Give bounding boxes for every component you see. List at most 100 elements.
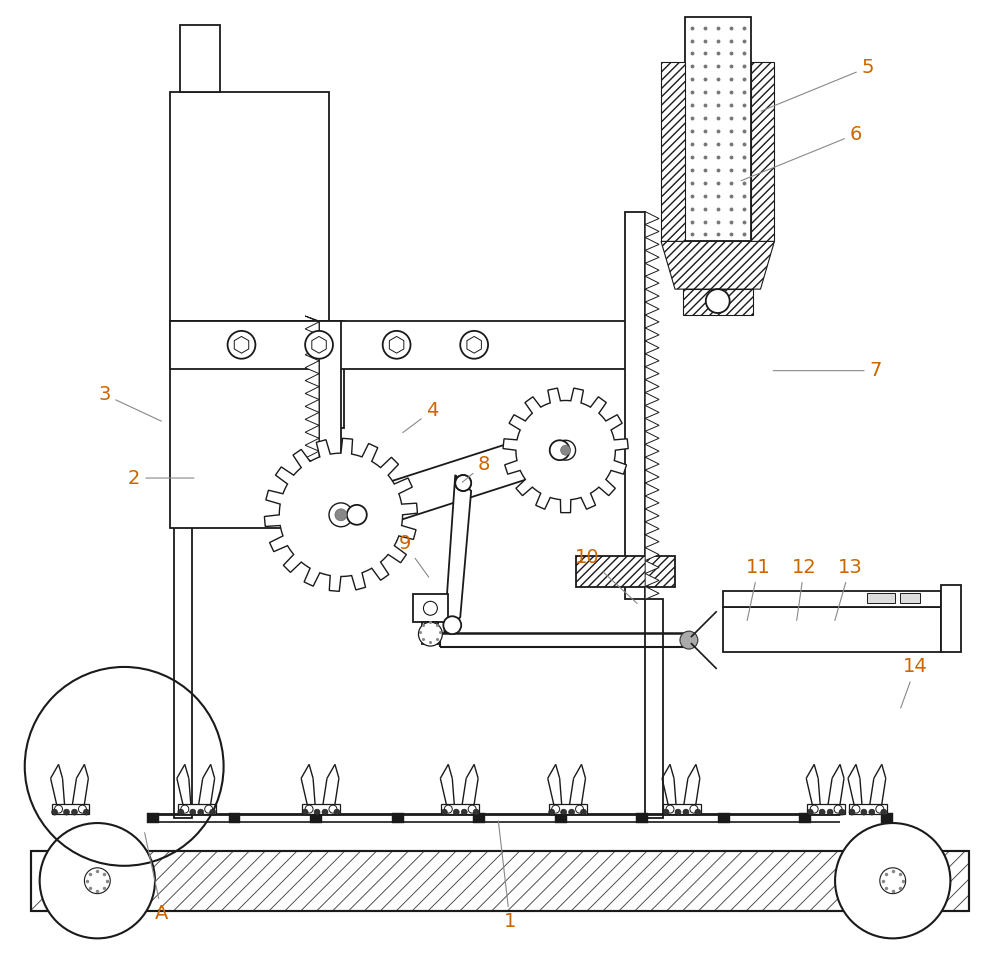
Bar bbox=[555, 813, 567, 823]
Circle shape bbox=[55, 805, 63, 813]
Bar bbox=[147, 813, 159, 823]
Bar bbox=[576, 556, 675, 588]
Polygon shape bbox=[645, 560, 659, 573]
Bar bbox=[900, 593, 920, 603]
Bar bbox=[170, 92, 329, 321]
Circle shape bbox=[852, 805, 860, 813]
Polygon shape bbox=[645, 289, 659, 302]
Text: 6: 6 bbox=[741, 125, 862, 181]
Circle shape bbox=[190, 809, 196, 815]
Text: 2: 2 bbox=[128, 469, 194, 488]
Polygon shape bbox=[645, 341, 659, 353]
Circle shape bbox=[869, 809, 875, 815]
Polygon shape bbox=[305, 439, 319, 451]
Circle shape bbox=[455, 475, 471, 491]
Text: A: A bbox=[145, 832, 169, 923]
Bar bbox=[685, 16, 751, 241]
Bar bbox=[473, 813, 485, 823]
Polygon shape bbox=[645, 432, 659, 444]
Polygon shape bbox=[645, 483, 659, 496]
Circle shape bbox=[181, 805, 189, 813]
Circle shape bbox=[835, 823, 950, 938]
Polygon shape bbox=[645, 573, 659, 587]
Polygon shape bbox=[305, 529, 319, 542]
Bar bbox=[422, 622, 438, 644]
Bar bbox=[170, 321, 627, 369]
Polygon shape bbox=[305, 412, 319, 425]
Circle shape bbox=[675, 809, 681, 815]
Polygon shape bbox=[305, 503, 319, 516]
Circle shape bbox=[347, 505, 367, 525]
Circle shape bbox=[706, 289, 730, 313]
Polygon shape bbox=[389, 337, 404, 353]
Circle shape bbox=[561, 445, 571, 455]
Text: 4: 4 bbox=[403, 401, 439, 433]
Polygon shape bbox=[645, 212, 659, 225]
Circle shape bbox=[302, 809, 308, 815]
Circle shape bbox=[455, 475, 471, 491]
Polygon shape bbox=[645, 328, 659, 341]
Text: 7: 7 bbox=[773, 361, 882, 380]
Circle shape bbox=[880, 867, 906, 893]
Polygon shape bbox=[305, 348, 319, 361]
Polygon shape bbox=[645, 457, 659, 470]
Circle shape bbox=[423, 601, 437, 616]
Polygon shape bbox=[645, 367, 659, 379]
Polygon shape bbox=[305, 374, 319, 386]
Polygon shape bbox=[234, 337, 249, 353]
Polygon shape bbox=[645, 251, 659, 263]
Circle shape bbox=[322, 809, 328, 815]
Polygon shape bbox=[305, 516, 319, 529]
Bar bbox=[625, 212, 645, 599]
Bar bbox=[180, 24, 220, 92]
Polygon shape bbox=[305, 400, 319, 412]
Circle shape bbox=[40, 823, 155, 938]
Circle shape bbox=[205, 805, 213, 813]
Polygon shape bbox=[355, 428, 562, 532]
Polygon shape bbox=[305, 322, 319, 335]
Circle shape bbox=[198, 809, 204, 815]
Bar bbox=[867, 593, 895, 603]
Polygon shape bbox=[645, 406, 659, 418]
Polygon shape bbox=[645, 444, 659, 457]
Polygon shape bbox=[645, 276, 659, 289]
Circle shape bbox=[83, 809, 89, 815]
Circle shape bbox=[305, 331, 333, 359]
Polygon shape bbox=[305, 316, 319, 322]
Polygon shape bbox=[645, 263, 659, 276]
Circle shape bbox=[552, 805, 560, 813]
Polygon shape bbox=[312, 337, 326, 353]
Polygon shape bbox=[503, 388, 628, 513]
Circle shape bbox=[695, 809, 701, 815]
Circle shape bbox=[441, 809, 447, 815]
Text: 1: 1 bbox=[498, 821, 516, 931]
Circle shape bbox=[849, 809, 855, 815]
Circle shape bbox=[810, 805, 818, 813]
Bar bbox=[807, 804, 845, 814]
Text: 3: 3 bbox=[98, 385, 161, 421]
Circle shape bbox=[383, 331, 411, 359]
Polygon shape bbox=[305, 335, 319, 348]
Polygon shape bbox=[305, 477, 319, 490]
Circle shape bbox=[834, 805, 842, 813]
Circle shape bbox=[549, 809, 555, 815]
Bar bbox=[170, 321, 329, 528]
Bar bbox=[849, 804, 887, 814]
Circle shape bbox=[178, 809, 184, 815]
Circle shape bbox=[473, 809, 479, 815]
Circle shape bbox=[666, 805, 674, 813]
Polygon shape bbox=[661, 241, 774, 289]
Bar bbox=[302, 804, 340, 814]
Circle shape bbox=[468, 805, 476, 813]
Text: 10: 10 bbox=[575, 548, 637, 603]
Polygon shape bbox=[645, 225, 659, 237]
Circle shape bbox=[335, 509, 347, 521]
Circle shape bbox=[84, 867, 110, 893]
Polygon shape bbox=[645, 237, 659, 251]
Polygon shape bbox=[305, 386, 319, 400]
Text: 5: 5 bbox=[761, 58, 874, 111]
Text: 8: 8 bbox=[462, 455, 490, 482]
Polygon shape bbox=[645, 393, 659, 406]
Bar bbox=[663, 804, 701, 814]
Bar bbox=[413, 594, 448, 622]
